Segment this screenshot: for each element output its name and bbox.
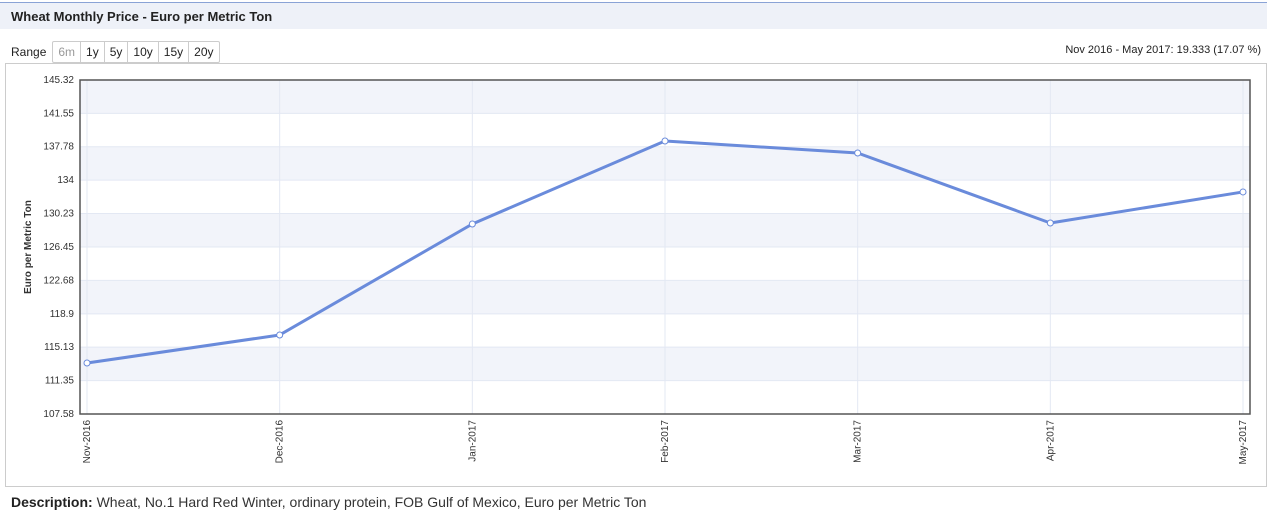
- description-text: Wheat, No.1 Hard Red Winter, ordinary pr…: [96, 494, 647, 510]
- y-tick-label: 145.32: [43, 75, 74, 86]
- point: [276, 331, 284, 339]
- chart-frame: [5, 63, 1267, 487]
- y-tick-label: 134: [57, 175, 74, 186]
- y-axis-label: Euro per Metric Ton: [23, 200, 34, 294]
- y-tick-label: 141.55: [43, 108, 74, 119]
- y-tick-label: 137.78: [43, 142, 74, 153]
- point: [1046, 219, 1054, 227]
- y-tick-label: 115.13: [44, 342, 74, 353]
- x-tick-label: Dec-2016: [275, 420, 286, 464]
- header-title: Wheat Monthly Price - Euro per Metric To…: [0, 2, 1267, 29]
- y-tick-label: 126.45: [43, 242, 74, 253]
- description-label: Description:: [11, 494, 93, 510]
- x-tick-label: Mar-2017: [853, 420, 864, 463]
- chart: 107.58 111.35 115.13 118.9 122.68 126.45 130.2…: [23, 75, 1251, 465]
- x-tick-label: Nov-2016: [82, 420, 93, 464]
- y-tick-label: 111.35: [45, 376, 75, 387]
- x-tick-label: Apr-2017: [1045, 420, 1056, 462]
- range-button[interactable]: 10y: [127, 42, 157, 62]
- range-buttons: 6m 1y 5y 10y 15y 20y: [52, 41, 220, 63]
- plot-border: [79, 79, 1251, 415]
- x-tick-label: Jan-2017: [467, 420, 478, 462]
- range-button[interactable]: 15y: [157, 42, 188, 62]
- y-tick-label: 130.23: [43, 209, 74, 220]
- range-button[interactable]: 6m: [58, 45, 76, 59]
- range-button[interactable]: 5y: [103, 42, 128, 62]
- y-tick-label: 122.68: [43, 275, 74, 286]
- range-button[interactable]: 20y: [188, 42, 218, 62]
- point: [854, 149, 862, 157]
- x-tick-label: May-2017: [1238, 420, 1249, 465]
- description: Description: Wheat, No.1 Hard Red Winter…: [11, 494, 646, 510]
- point: [83, 359, 91, 367]
- y-tick-label: 107.58: [43, 409, 74, 420]
- point: [661, 137, 669, 145]
- range-selector: Range 6m 1y 5y 10y 15y 20y: [11, 41, 220, 63]
- y-tick-label: 118.9: [50, 309, 75, 320]
- range-label: Range: [11, 45, 47, 59]
- x-tick-label: Feb-2017: [660, 420, 671, 463]
- point: [1239, 188, 1247, 196]
- summary: Nov 2016 - May 2017: 19.333 (17.07 %): [1065, 44, 1261, 56]
- range-button[interactable]: 1y: [80, 42, 104, 62]
- point: [468, 220, 476, 228]
